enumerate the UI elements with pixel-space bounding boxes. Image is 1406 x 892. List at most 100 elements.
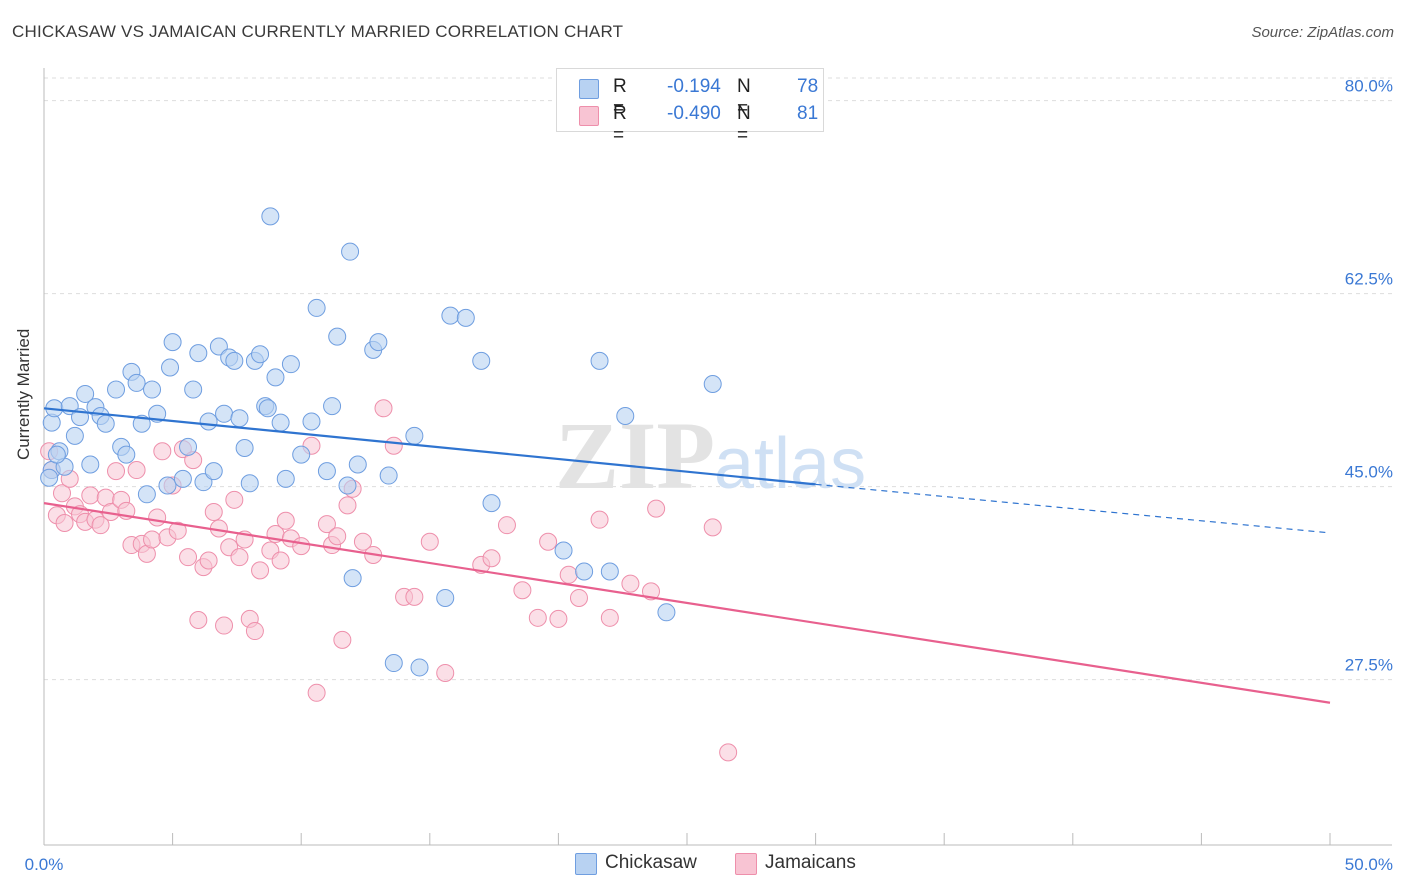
jamaicans-point	[153, 442, 172, 461]
chickasaw-point	[251, 345, 270, 364]
chickasaw-point	[76, 384, 95, 403]
chickasaw-point	[657, 603, 676, 622]
legend-n-label: N =	[737, 103, 751, 146]
chickasaw-point	[343, 569, 362, 588]
chickasaw-point	[341, 242, 360, 261]
jamaicans-point	[55, 513, 74, 532]
jamaicans-point	[91, 516, 110, 535]
chickasaw-point	[96, 414, 115, 433]
legend-label-chickasaw: Chickasaw	[605, 852, 697, 873]
chickasaw-point	[302, 412, 321, 431]
chickasaw-point	[225, 351, 244, 370]
y-tick-label: 80.0%	[1345, 77, 1393, 96]
jamaicans-point	[600, 608, 619, 627]
trend-lines	[43, 407, 1331, 704]
jamaicans-point	[251, 561, 270, 580]
jamaicans-point	[127, 461, 146, 480]
jamaicans-point	[107, 462, 126, 481]
chickasaw-point	[600, 562, 619, 581]
chickasaw-point	[161, 358, 180, 377]
legend-r-value: -0.194	[667, 76, 721, 97]
chickasaw-point	[117, 445, 136, 464]
jamaicans-point	[168, 521, 187, 540]
jamaicans-point	[374, 399, 393, 418]
jamaicans-point	[647, 499, 666, 518]
jamaicans-point	[148, 508, 167, 527]
y-tick-label: 62.5%	[1345, 270, 1393, 289]
jamaicans-point	[143, 530, 162, 549]
chickasaw-point	[369, 333, 388, 352]
chickasaw-point	[215, 404, 234, 423]
jamaicans-point	[719, 743, 738, 762]
jamaicans-point	[225, 490, 244, 509]
legend-n-value: 81	[797, 103, 819, 124]
correlation-legend: R = -0.194 N = 78 R = -0.490 N = 81	[556, 68, 824, 146]
jamaicans-point	[621, 574, 640, 593]
chickasaw-point	[307, 298, 326, 317]
chickasaw-point	[107, 380, 126, 399]
chickasaw-point	[379, 466, 398, 485]
jamaicans-point	[539, 532, 558, 551]
chickasaw-point	[338, 476, 357, 495]
jamaicans-point	[317, 515, 336, 534]
chickasaw-point	[384, 654, 403, 673]
jamaicans-point	[199, 551, 218, 570]
chickasaw-point	[189, 344, 208, 363]
watermark-atlas: atlas	[714, 424, 866, 504]
legend-n-label: N =	[737, 76, 751, 119]
jamaicans-point	[204, 502, 223, 521]
chickasaw-point	[276, 469, 295, 488]
jamaicans-point	[497, 516, 516, 535]
jamaicans-point	[384, 436, 403, 455]
chickasaw-point	[456, 308, 475, 327]
chickasaw-point	[590, 351, 609, 370]
chickasaw-point	[281, 355, 300, 374]
legend-swatch-chickasaw	[575, 853, 597, 875]
y-tick-label: 45.0%	[1345, 463, 1393, 482]
jamaicans-point	[292, 537, 311, 556]
chickasaw-point	[143, 380, 162, 399]
chickasaw-point	[158, 476, 177, 495]
chickasaw-point	[209, 337, 228, 356]
jamaicans-point	[333, 630, 352, 649]
chickasaw-point	[240, 474, 259, 493]
chickasaw-point	[194, 473, 213, 492]
chickasaw-point	[81, 455, 100, 474]
jamaicans-point	[590, 510, 609, 529]
legend-swatch-jamaicans	[735, 853, 757, 875]
chickasaw-point	[271, 413, 290, 432]
chickasaw-point	[127, 373, 146, 392]
x-tick-label: 50.0%	[1345, 855, 1393, 874]
chickasaw-trend-extension	[815, 483, 1331, 534]
chart-title: CHICKASAW VS JAMAICAN CURRENTLY MARRIED …	[12, 22, 624, 41]
chickasaw-point	[405, 426, 424, 445]
jamaicans-point	[271, 551, 290, 570]
chickasaw-point	[261, 207, 280, 226]
chickasaw-point	[65, 426, 84, 445]
chickasaw-point	[410, 658, 429, 677]
jamaicans-point	[328, 527, 347, 546]
chickasaw-point	[173, 469, 192, 488]
jamaicans-point	[276, 511, 295, 530]
chart-source: Source: ZipAtlas.com	[1251, 24, 1394, 41]
jamaicans-point	[482, 549, 501, 568]
chickasaw-point	[554, 541, 573, 560]
tick-labels: 27.5% 45.0% 62.5% 80.0% 0.0% 50.0%	[25, 77, 1393, 874]
chickasaw-point	[179, 437, 198, 456]
y-tick-label: 27.5%	[1345, 656, 1393, 675]
legend-r-label: R =	[613, 103, 627, 146]
chickasaw-point	[204, 462, 223, 481]
legend-label-jamaicans: Jamaicans	[765, 852, 856, 873]
legend-r-value: -0.490	[667, 103, 721, 124]
chickasaw-point	[317, 462, 336, 481]
chickasaw-trend-line	[43, 407, 816, 486]
chickasaw-point	[199, 412, 218, 431]
watermark-zip: ZIP	[555, 402, 715, 509]
jamaicans-point	[81, 486, 100, 505]
legend-n-value: 78	[797, 76, 819, 97]
chickasaw-point	[230, 409, 249, 428]
chickasaw-point	[436, 588, 455, 607]
legend-r-label: R =	[613, 76, 627, 119]
chickasaw-point	[472, 351, 491, 370]
jamaicans-point	[338, 496, 357, 515]
